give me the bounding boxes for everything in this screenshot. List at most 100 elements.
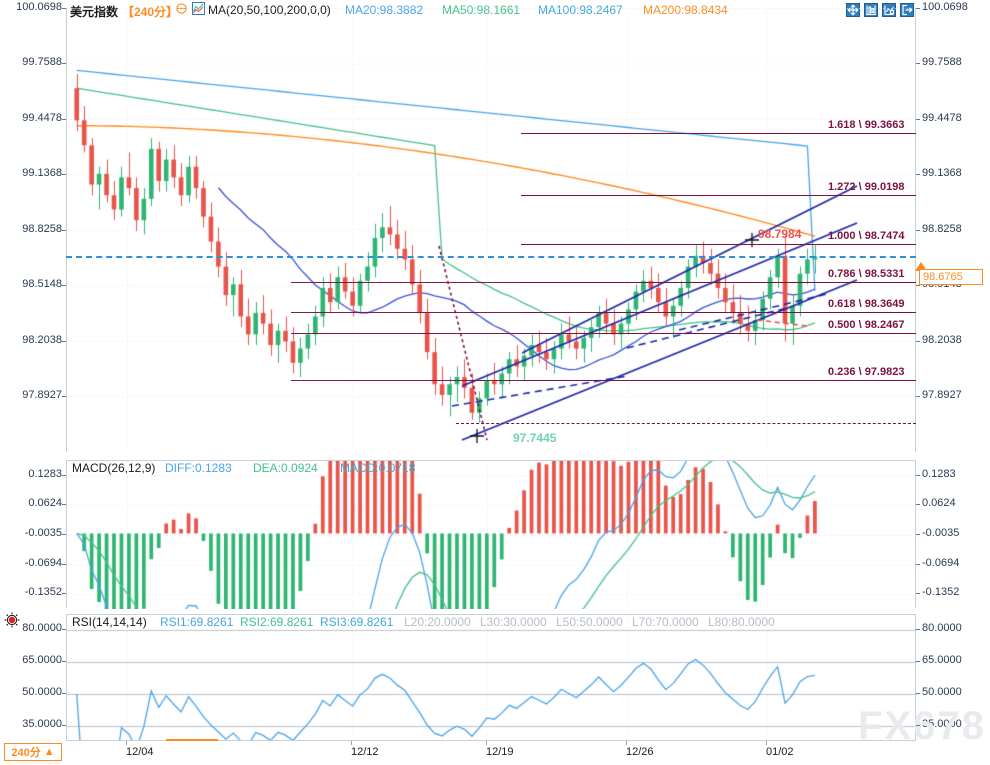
fib-level-line bbox=[521, 312, 916, 314]
axis-tick bbox=[62, 8, 66, 10]
macd-diff: DIFF:0.1283 bbox=[165, 461, 232, 475]
fib-level-line-ext bbox=[291, 282, 521, 284]
rsi-axis-label: 35.0000 bbox=[922, 718, 962, 731]
axis-tick bbox=[62, 174, 66, 176]
price-axis-label: 99.1368 bbox=[922, 167, 962, 180]
axis-tick bbox=[916, 396, 920, 398]
fib-level-label: 0.786 \ 98.5331 bbox=[828, 268, 905, 281]
fib-level-line bbox=[521, 333, 916, 335]
rsi-l30: L30:30.0000 bbox=[480, 615, 547, 629]
axis-tick bbox=[916, 474, 920, 476]
fib-level-label: 1.000 \ 98.7474 bbox=[828, 229, 905, 242]
date-axis-label: 01/02 bbox=[766, 746, 794, 758]
macd-panel[interactable] bbox=[66, 460, 917, 609]
rsi-panel[interactable] bbox=[66, 614, 917, 741]
rsi-axis-label: 80.0000 bbox=[22, 621, 62, 634]
axis-tick bbox=[62, 285, 66, 287]
rsi-l50: L50:50.0000 bbox=[556, 615, 623, 629]
price-axis-label: 97.8927 bbox=[22, 389, 62, 402]
fib-level-label: 0.236 \ 97.9823 bbox=[828, 366, 905, 379]
macd-axis-label: -0.0035 bbox=[24, 527, 62, 540]
rsi-l70: L70:70.0000 bbox=[632, 615, 699, 629]
axis-tick bbox=[916, 174, 920, 176]
price-chart-panel[interactable] bbox=[66, 8, 917, 452]
date-axis-label: 12/19 bbox=[486, 746, 514, 758]
price-axis-label: 99.1368 bbox=[22, 167, 62, 180]
macd-title: MACD(26,12,9) bbox=[72, 461, 156, 475]
axis-tick bbox=[62, 340, 66, 342]
axis-tick bbox=[62, 534, 66, 536]
macd-axis-label: -0.1352 bbox=[922, 586, 960, 599]
price-axis-label: 98.5148 bbox=[22, 278, 62, 291]
rsi-axis-label: 50.0000 bbox=[922, 686, 962, 699]
fib-level-line bbox=[521, 282, 916, 284]
price-axis-label: 100.0698 bbox=[16, 1, 62, 14]
rsi-axis-label: 80.0000 bbox=[922, 621, 962, 634]
fib-level-line bbox=[521, 133, 916, 135]
price-axis-label: 98.8258 bbox=[922, 222, 962, 235]
period-button-label: 240分 bbox=[11, 747, 41, 759]
axis-tick bbox=[62, 660, 66, 662]
axis-tick bbox=[916, 563, 920, 565]
axis-tick bbox=[916, 660, 920, 662]
rsi-l20: L20:20.0000 bbox=[404, 615, 471, 629]
high-annotation: 98.7984 bbox=[758, 227, 802, 241]
price-axis-label: 98.8258 bbox=[22, 222, 62, 235]
axis-tick bbox=[62, 563, 66, 565]
fib-level-line-ext bbox=[291, 312, 521, 314]
fib-level-label: 1.618 \ 99.3663 bbox=[828, 119, 905, 132]
macd-axis-label: 0.1283 bbox=[922, 467, 956, 480]
axis-tick bbox=[62, 63, 66, 65]
period-button-arrow: ▲ bbox=[43, 746, 55, 758]
fib-level-line bbox=[521, 195, 916, 197]
axis-tick bbox=[916, 285, 920, 287]
axis-tick bbox=[916, 534, 920, 536]
rsi-axis-label: 65.0000 bbox=[22, 653, 62, 666]
date-axis: 12/04 12/12 12/19 12/26 01/02 bbox=[66, 739, 916, 765]
price-axis-label: 99.7588 bbox=[922, 56, 962, 69]
axis-tick bbox=[62, 396, 66, 398]
axis-tick bbox=[916, 628, 920, 630]
price-axis-label: 99.7588 bbox=[22, 56, 62, 69]
macd-macd: MACD:0.0718 bbox=[340, 461, 416, 475]
axis-tick bbox=[62, 628, 66, 630]
axis-tick bbox=[62, 118, 66, 120]
rsi-canvas[interactable] bbox=[67, 615, 917, 741]
axis-tick bbox=[916, 340, 920, 342]
rsi-l80: L80:80.0000 bbox=[708, 615, 775, 629]
axis-tick bbox=[916, 504, 920, 506]
current-price-line bbox=[66, 256, 916, 259]
period-button[interactable]: 240分 ▲ bbox=[4, 743, 62, 761]
date-tick bbox=[351, 741, 352, 745]
fib-level-line-ext bbox=[291, 333, 521, 335]
rsi2-value: RSI2:69.8261 bbox=[240, 615, 314, 629]
date-tick bbox=[486, 741, 487, 745]
fib-level-line bbox=[521, 380, 916, 382]
axis-tick bbox=[916, 725, 920, 727]
axis-tick bbox=[916, 593, 920, 595]
price-axis-label: 99.4478 bbox=[22, 111, 62, 124]
price-axis-label: 97.8927 bbox=[922, 389, 962, 402]
rsi-axis-label: 50.0000 bbox=[22, 686, 62, 699]
macd-axis-label: 0.0624 bbox=[922, 497, 956, 510]
fib-level-label: 0.618 \ 98.3649 bbox=[828, 298, 905, 311]
fib-level-label: 1.272 \ 99.0198 bbox=[828, 181, 905, 194]
axis-tick bbox=[916, 63, 920, 65]
price-canvas[interactable] bbox=[67, 8, 917, 452]
current-price-box: 98.6765 bbox=[919, 269, 983, 285]
price-axis-label: 100.0698 bbox=[922, 1, 968, 14]
fib-level-label: 0.500 \ 98.2467 bbox=[828, 319, 905, 332]
axis-tick bbox=[916, 8, 920, 10]
sun-icon[interactable] bbox=[4, 612, 20, 628]
date-axis-label: 12/12 bbox=[351, 746, 379, 758]
macd-canvas[interactable] bbox=[67, 461, 917, 609]
axis-tick bbox=[62, 725, 66, 727]
rsi-axis-label: 65.0000 bbox=[922, 653, 962, 666]
low-reference-line bbox=[456, 422, 916, 424]
date-axis-label: 12/04 bbox=[126, 746, 154, 758]
date-tick bbox=[126, 741, 127, 745]
timeline-highlight bbox=[166, 739, 218, 741]
macd-axis-label: -0.0694 bbox=[24, 556, 62, 569]
current-price-arrow bbox=[915, 262, 927, 271]
rsi3-value: RSI3:69.8261 bbox=[320, 615, 394, 629]
